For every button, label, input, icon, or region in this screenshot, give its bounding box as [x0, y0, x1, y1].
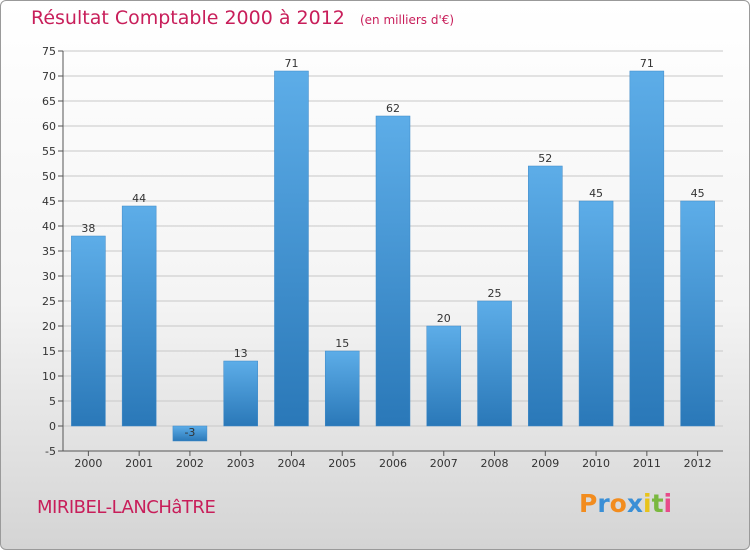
town-name: MIRIBEL-LANCHâTRE	[37, 497, 216, 518]
y-tick-label: 45	[42, 195, 56, 208]
data-label: 13	[234, 347, 248, 360]
bar-2003	[223, 360, 258, 427]
x-tick-label: 2003	[227, 457, 255, 470]
chart-title: Résultat Comptable 2000 à 2012	[31, 7, 345, 29]
y-tick-label: 15	[42, 345, 56, 358]
y-tick-label: 65	[42, 95, 56, 108]
logo-letter: t	[651, 489, 664, 518]
data-label: 71	[284, 57, 298, 70]
title-row: Résultat Comptable 2000 à 2012 (en milli…	[31, 7, 454, 29]
bar-2011	[629, 70, 665, 427]
data-label: 52	[538, 152, 552, 165]
data-label: 38	[81, 222, 95, 235]
bar-2001	[121, 205, 157, 427]
y-tick-label: 0	[49, 420, 56, 433]
data-label: -3	[184, 426, 195, 439]
axis-layer: -5 0 5 10 15 20 25 30 35 40 45 50 55 60 65 70 75 2000 2001…	[42, 45, 723, 470]
label-layer: 38 44 -3 13 71 15 62 20 25 52 45 71 45	[81, 57, 704, 439]
data-label: 45	[589, 187, 603, 200]
y-tick-label: 20	[42, 320, 56, 333]
y-tick-label: 30	[42, 270, 56, 283]
logo-letter: i	[663, 489, 673, 518]
y-tick-label: 50	[42, 170, 56, 183]
x-tick-label: 2012	[684, 457, 712, 470]
data-label: 44	[132, 192, 146, 205]
bar-2012	[680, 200, 715, 427]
x-tick-label: 2011	[633, 457, 661, 470]
y-tick-label: -5	[45, 445, 56, 458]
y-tick-label: 70	[42, 70, 56, 83]
bar-2005	[324, 350, 360, 427]
y-tick-label: 5	[49, 395, 56, 408]
y-tick-label: 35	[42, 245, 56, 258]
data-label: 62	[386, 102, 400, 115]
x-tick-label: 2002	[176, 457, 204, 470]
data-label: 45	[691, 187, 705, 200]
bar-layer	[71, 70, 715, 442]
y-tick-label: 10	[42, 370, 56, 383]
x-tick-label: 2007	[430, 457, 458, 470]
x-tick-label: 2000	[74, 457, 102, 470]
x-tick-label: 2010	[582, 457, 610, 470]
x-tick-label: 2009	[531, 457, 559, 470]
data-label: 20	[437, 312, 451, 325]
y-tick-label: 55	[42, 145, 56, 158]
logo-letter: r	[597, 489, 610, 518]
bar-2004	[274, 70, 309, 427]
y-tick-label: 60	[42, 120, 56, 133]
logo-letter: o	[609, 489, 627, 518]
x-tick-label: 2001	[125, 457, 153, 470]
chart-unit: (en milliers d'€)	[359, 13, 455, 27]
x-tick-label: 2004	[277, 457, 305, 470]
y-tick-label: 75	[42, 45, 56, 58]
x-tick-label: 2006	[379, 457, 407, 470]
proxiti-logo: Proxiti	[579, 489, 672, 518]
x-tick-label: 2008	[481, 457, 509, 470]
y-tick-label: 25	[42, 295, 56, 308]
y-tick-label: 40	[42, 220, 56, 233]
data-label: 25	[488, 287, 502, 300]
logo-letter: x	[626, 489, 643, 518]
logo-letter: i	[643, 489, 652, 518]
bar-2000	[71, 235, 106, 427]
logo-letter: P	[579, 489, 598, 518]
x-tick-label: 2005	[328, 457, 356, 470]
bar-2002	[172, 425, 208, 442]
data-label: 71	[640, 57, 654, 70]
bar-2008	[477, 300, 512, 427]
bar-2010	[578, 200, 614, 427]
data-label: 15	[335, 337, 349, 350]
bar-2007	[426, 325, 462, 427]
bar-2006	[375, 115, 411, 427]
bar-2009	[528, 165, 563, 427]
